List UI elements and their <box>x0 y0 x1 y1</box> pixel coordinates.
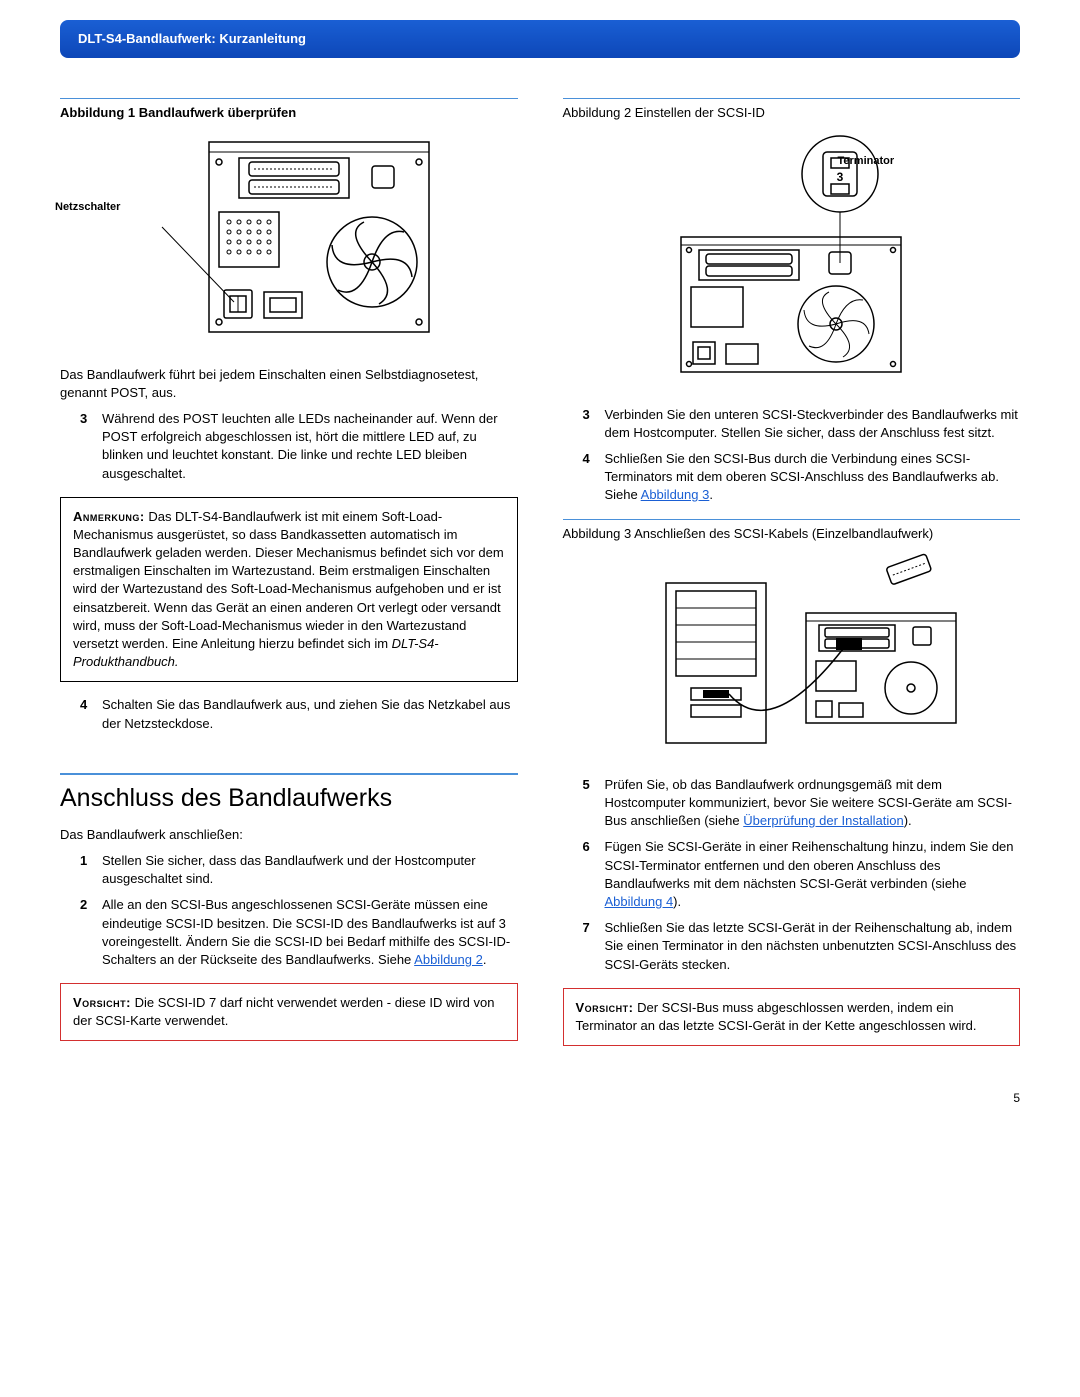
warn-lead: Vorsicht: <box>576 1000 634 1015</box>
right-column: Abbildung 2 Einstellen der SCSI-ID <box>563 98 1021 1060</box>
warn-box-1: Vorsicht: Die SCSI-ID 7 darf nicht verwe… <box>60 983 518 1041</box>
fig3-caption: Abbildung 3 Anschließen des SCSI-Kabels … <box>563 519 1021 543</box>
label-terminator: Terminator <box>838 154 895 169</box>
fig1-drawing: Netzschalter <box>60 132 518 347</box>
right-step-4: 4 Schließen Sie den SCSI-Bus durch die V… <box>583 450 1021 505</box>
right-step-6: 6 Fügen Sie SCSI-Geräte in einer Reihens… <box>583 838 1021 911</box>
step-body: Alle an den SCSI-Bus angeschlossenen SCS… <box>102 896 518 969</box>
content-columns: Abbildung 1 Bandlaufwerk überprüfen <box>60 98 1020 1060</box>
step-body: Schalten Sie das Bandlaufwerk aus, und z… <box>102 696 518 732</box>
right-step-3: 3 Verbinden Sie den unteren SCSI-Steckve… <box>583 406 1021 442</box>
step-body: Verbinden Sie den unteren SCSI-Steckverb… <box>605 406 1021 442</box>
note-lead: Anmerkung: <box>73 509 145 524</box>
connect-intro: Das Bandlaufwerk anschließen: <box>60 826 518 844</box>
note-box: Anmerkung: Das DLT-S4-Bandlaufwerk ist m… <box>60 497 518 683</box>
link-install-check[interactable]: Überprüfung der Installation <box>743 813 903 828</box>
step-body: Prüfen Sie, ob das Bandlaufwerk ordnungs… <box>605 776 1021 831</box>
svg-text:3: 3 <box>837 170 844 184</box>
warn-body: Die SCSI-ID 7 darf nicht verwendet werde… <box>73 995 494 1028</box>
left-column: Abbildung 1 Bandlaufwerk überprüfen <box>60 98 518 1060</box>
connect-step-1: 1 Stellen Sie sicher, dass das Bandlaufw… <box>80 852 518 888</box>
fig1-caption: Abbildung 1 Bandlaufwerk überprüfen <box>60 98 518 122</box>
left-step-4: 4 Schalten Sie das Bandlaufwerk aus, und… <box>80 696 518 732</box>
step-number: 6 <box>583 838 605 911</box>
section-title: Anschluss des Bandlaufwerks <box>60 773 518 816</box>
label-netzschalter: Netzschalter <box>55 200 120 215</box>
step-body: Schließen Sie den SCSI-Bus durch die Ver… <box>605 450 1021 505</box>
warn-box-2: Vorsicht: Der SCSI-Bus muss abgeschlosse… <box>563 988 1021 1046</box>
step-body: Stellen Sie sicher, dass das Bandlaufwer… <box>102 852 518 888</box>
warn-body: Der SCSI-Bus muss abgeschlossen werden, … <box>576 1000 977 1033</box>
step-number: 4 <box>80 696 102 732</box>
fig2-drawing: 3 Terminator <box>563 132 1021 387</box>
step-number: 2 <box>80 896 102 969</box>
step-number: 5 <box>583 776 605 831</box>
connect-step-2: 2 Alle an den SCSI-Bus angeschlossenen S… <box>80 896 518 969</box>
link-abb2[interactable]: Abbildung 2 <box>414 952 483 967</box>
step-number: 4 <box>583 450 605 505</box>
left-step-3: 3 Während des POST leuchten alle LEDs na… <box>80 410 518 483</box>
warn-lead: Vorsicht: <box>73 995 131 1010</box>
header-bar: DLT-S4-Bandlaufwerk: Kurzanleitung <box>60 20 1020 58</box>
fig3-drawing <box>563 553 1021 758</box>
post-intro: Das Bandlaufwerk führt bei jedem Einscha… <box>60 366 518 402</box>
step-number: 3 <box>80 410 102 483</box>
right-step-7: 7 Schließen Sie das letzte SCSI-Gerät in… <box>583 919 1021 974</box>
page-number: 5 <box>60 1090 1020 1107</box>
step-number: 1 <box>80 852 102 888</box>
note-body: Das DLT-S4-Bandlaufwerk ist mit einem So… <box>73 509 504 651</box>
step-body: Schließen Sie das letzte SCSI-Gerät in d… <box>605 919 1021 974</box>
fig2-caption: Abbildung 2 Einstellen der SCSI-ID <box>563 98 1021 122</box>
step-body: Fügen Sie SCSI-Geräte in einer Reihensch… <box>605 838 1021 911</box>
link-abb4[interactable]: Abbildung 4 <box>605 894 674 909</box>
right-step-5: 5 Prüfen Sie, ob das Bandlaufwerk ordnun… <box>583 776 1021 831</box>
header-title: DLT-S4-Bandlaufwerk: Kurzanleitung <box>78 31 306 46</box>
step-body: Während des POST leuchten alle LEDs nach… <box>102 410 518 483</box>
step-number: 3 <box>583 406 605 442</box>
link-abb3[interactable]: Abbildung 3 <box>641 487 710 502</box>
step-number: 7 <box>583 919 605 974</box>
